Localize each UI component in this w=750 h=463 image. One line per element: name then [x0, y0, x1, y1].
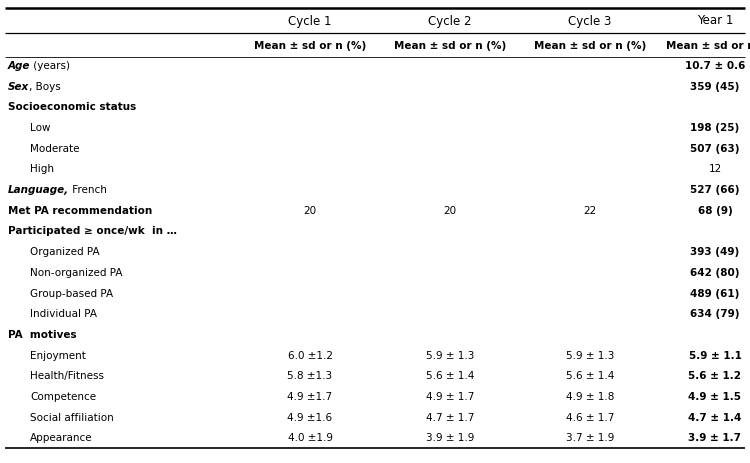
Text: Health/Fitness: Health/Fitness	[30, 370, 104, 381]
Text: 359 (45): 359 (45)	[690, 81, 740, 92]
Text: 5.9 ± 1.3: 5.9 ± 1.3	[426, 350, 474, 360]
Text: 5.6 ± 1.2: 5.6 ± 1.2	[688, 370, 742, 381]
Text: 4.7 ± 1.7: 4.7 ± 1.7	[426, 412, 474, 422]
Text: Enjoyment: Enjoyment	[30, 350, 86, 360]
Text: 634 (79): 634 (79)	[690, 308, 740, 319]
Text: 3.7 ± 1.9: 3.7 ± 1.9	[566, 432, 614, 442]
Text: Cycle 3: Cycle 3	[568, 14, 612, 27]
Text: Individual PA: Individual PA	[30, 308, 97, 319]
Text: High: High	[30, 164, 54, 174]
Text: Met PA recommendation: Met PA recommendation	[8, 206, 152, 215]
Text: Moderate: Moderate	[30, 144, 80, 153]
Text: Language,: Language,	[8, 185, 69, 194]
Text: , Boys: , Boys	[29, 81, 61, 92]
Text: Cycle 1: Cycle 1	[288, 14, 332, 27]
Text: 5.8 ±1.3: 5.8 ±1.3	[287, 370, 332, 381]
Text: 393 (49): 393 (49)	[690, 247, 740, 257]
Text: 4.9 ± 1.7: 4.9 ± 1.7	[426, 391, 474, 401]
Text: 3.9 ± 1.9: 3.9 ± 1.9	[426, 432, 474, 442]
Text: Competence: Competence	[30, 391, 96, 401]
Text: 4.9 ± 1.8: 4.9 ± 1.8	[566, 391, 614, 401]
Text: 5.6 ± 1.4: 5.6 ± 1.4	[426, 370, 474, 381]
Text: Cycle 2: Cycle 2	[428, 14, 472, 27]
Text: Low: Low	[30, 123, 50, 133]
Text: Group-based PA: Group-based PA	[30, 288, 113, 298]
Text: (years): (years)	[30, 61, 70, 71]
Text: Age: Age	[8, 61, 30, 71]
Text: Mean ± sd or n (: Mean ± sd or n (	[667, 41, 750, 51]
Text: 507 (63): 507 (63)	[690, 144, 740, 153]
Text: 4.9 ±1.6: 4.9 ±1.6	[287, 412, 332, 422]
Text: 20: 20	[304, 206, 316, 215]
Text: 22: 22	[584, 206, 597, 215]
Text: Organized PA: Organized PA	[30, 247, 100, 257]
Text: Social affiliation: Social affiliation	[30, 412, 114, 422]
Text: 527 (66): 527 (66)	[690, 185, 740, 194]
Text: Sex: Sex	[8, 81, 29, 92]
Text: 5.9 ± 1.1: 5.9 ± 1.1	[688, 350, 742, 360]
Text: Socioeconomic status: Socioeconomic status	[8, 102, 136, 112]
Text: 642 (80): 642 (80)	[690, 267, 740, 277]
Text: 20: 20	[443, 206, 457, 215]
Text: 6.0 ±1.2: 6.0 ±1.2	[287, 350, 332, 360]
Text: 12: 12	[708, 164, 722, 174]
Text: French: French	[69, 185, 107, 194]
Text: 4.6 ± 1.7: 4.6 ± 1.7	[566, 412, 614, 422]
Text: 4.9 ± 1.5: 4.9 ± 1.5	[688, 391, 742, 401]
Text: Mean ± sd or n (%): Mean ± sd or n (%)	[394, 41, 506, 51]
Text: PA  motives: PA motives	[8, 329, 76, 339]
Text: Appearance: Appearance	[30, 432, 93, 442]
Text: Year 1: Year 1	[697, 14, 734, 27]
Text: 68 (9): 68 (9)	[698, 206, 732, 215]
Text: 198 (25): 198 (25)	[690, 123, 740, 133]
Text: 489 (61): 489 (61)	[690, 288, 740, 298]
Text: 10.7 ± 0.6: 10.7 ± 0.6	[685, 61, 746, 71]
Text: 4.7 ± 1.4: 4.7 ± 1.4	[688, 412, 742, 422]
Text: 4.0 ±1.9: 4.0 ±1.9	[287, 432, 332, 442]
Text: 5.6 ± 1.4: 5.6 ± 1.4	[566, 370, 614, 381]
Text: Mean ± sd or n (%): Mean ± sd or n (%)	[254, 41, 366, 51]
Text: Non-organized PA: Non-organized PA	[30, 267, 122, 277]
Text: 4.9 ±1.7: 4.9 ±1.7	[287, 391, 332, 401]
Text: 3.9 ± 1.7: 3.9 ± 1.7	[688, 432, 742, 442]
Text: 5.9 ± 1.3: 5.9 ± 1.3	[566, 350, 614, 360]
Text: Participated ≥ once/wk  in …: Participated ≥ once/wk in …	[8, 226, 177, 236]
Text: Mean ± sd or n (%): Mean ± sd or n (%)	[534, 41, 646, 51]
